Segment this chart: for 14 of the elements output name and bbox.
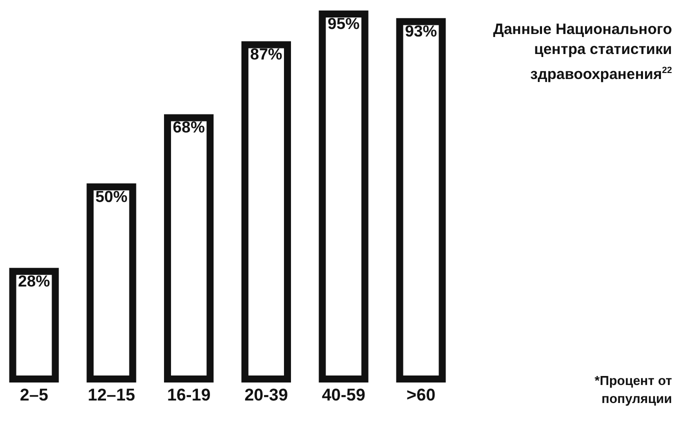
x-tick-label: >60 bbox=[406, 386, 436, 404]
data-label: 68% bbox=[172, 120, 205, 137]
text: *Процент от популяции bbox=[594, 372, 672, 408]
text: Данные Национального центра статистики здравоохранения$^{22}$ bbox=[492, 20, 672, 85]
data-label: 93% bbox=[404, 24, 437, 41]
data-label: 28% bbox=[18, 273, 50, 290]
x-tick-label: 20-39 bbox=[244, 386, 288, 404]
x-tick-label: 12–15 bbox=[88, 386, 136, 404]
x-tick-label: 16-19 bbox=[167, 386, 211, 404]
data-label: 87% bbox=[250, 46, 282, 64]
data-label: 50% bbox=[95, 188, 128, 206]
data-label: 95% bbox=[328, 16, 360, 33]
x-tick-label: 2–5 bbox=[20, 386, 48, 404]
x-tick-label: 40-59 bbox=[322, 386, 366, 404]
